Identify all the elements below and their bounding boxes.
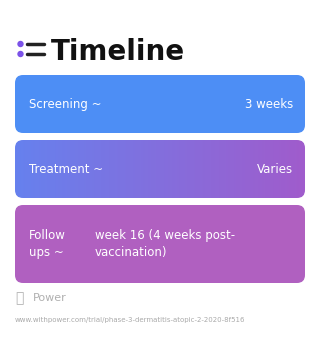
Text: Power: Power xyxy=(33,293,67,303)
FancyBboxPatch shape xyxy=(15,205,305,283)
Text: 3 weeks: 3 weeks xyxy=(245,98,293,110)
Circle shape xyxy=(18,51,23,57)
Text: Follow
ups ~: Follow ups ~ xyxy=(29,229,66,259)
Circle shape xyxy=(18,42,23,46)
Text: Treatment ~: Treatment ~ xyxy=(29,162,103,176)
Text: Timeline: Timeline xyxy=(51,38,185,66)
FancyBboxPatch shape xyxy=(15,75,305,133)
Text: www.withpower.com/trial/phase-3-dermatitis-atopic-2-2020-8f516: www.withpower.com/trial/phase-3-dermatit… xyxy=(15,317,245,323)
Text: week 16 (4 weeks post-
vaccination): week 16 (4 weeks post- vaccination) xyxy=(95,229,235,259)
Text: ⏵: ⏵ xyxy=(15,291,23,305)
Text: Screening ~: Screening ~ xyxy=(29,98,101,110)
Text: Varies: Varies xyxy=(257,162,293,176)
